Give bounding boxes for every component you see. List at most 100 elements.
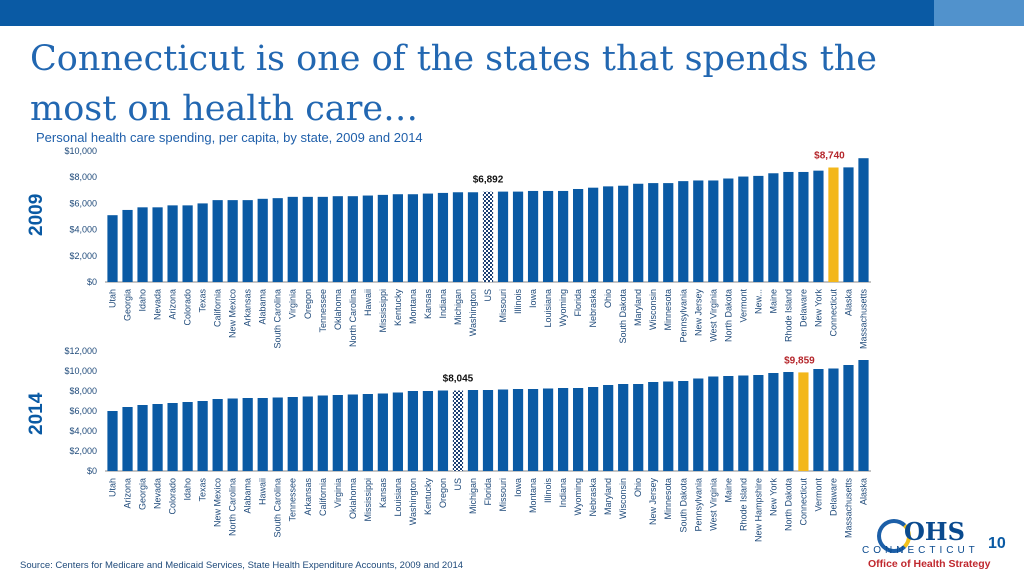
x-tick-label-2014: New Mexico [213,478,223,527]
x-tick-label-2014: Virginia [333,478,343,508]
x-tick-label-2009: Georgia [123,289,133,321]
bar-2009 [768,173,779,282]
x-tick-label-2014: Louisiana [393,478,403,517]
x-tick-label-2009: US [483,289,493,302]
x-tick-label-2014: Montana [528,478,538,513]
callout-us-2009: $6,892 [473,175,504,186]
bar-2009 [362,195,373,282]
bar-2014 [437,390,449,471]
bar-2014 [152,404,163,471]
bar-2014 [317,395,328,471]
x-tick-label-2014: Connecticut [798,478,808,526]
x-tick-label-2009: Hawaii [363,289,373,316]
bar-2009 [753,175,764,282]
x-tick-label-2009: Texas [198,289,208,313]
bar-2014 [122,407,133,471]
x-tick-label-2009: West Virginia [708,289,718,342]
x-tick-label-2009: Wyoming [558,289,568,326]
x-tick-label-2014: Michigan [468,478,478,514]
x-tick-label-2014: Hawaii [258,478,268,505]
x-tick-label-2014: Arizona [123,478,133,509]
bar-2014 [287,397,298,471]
bar-2014 [753,375,764,471]
x-tick-label-2014: Wisconsin [618,478,628,519]
bar-2014 [497,389,509,471]
x-tick-label-2014: Illinois [543,478,553,504]
bar-2014 [618,384,629,471]
x-tick-label-2014: Idaho [183,478,193,501]
x-tick-label-2014: Florida [483,478,493,506]
bar-2009 [272,198,283,282]
bar-2009 [452,192,464,282]
x-tick-label-2014: Washington [408,478,418,525]
bar-2009 [858,158,869,282]
bar-2014 [723,376,734,471]
bar-2014 [663,381,674,471]
bar-2014 [813,369,824,471]
y-tick-label-2014: $8,000 [69,386,97,396]
top-banner [0,0,1024,26]
bar-2009 [663,183,674,282]
bar-2014 [693,378,704,471]
bar-2014 [332,395,343,471]
x-tick-label-2009: Indiana [438,289,448,319]
bar-2014 [377,393,388,471]
bar-2014 [708,376,719,471]
x-tick-label-2014: Nevada [153,478,163,509]
x-tick-label-2014: Oregon [438,478,448,508]
bar-2009 [377,194,388,282]
bar-2014 [603,385,614,471]
x-tick-label-2014: South Dakota [678,478,688,533]
bar-2009 [392,194,403,282]
bar-2009 [437,192,449,282]
bar-2014 [197,401,208,471]
x-tick-label-2009: Florida [573,289,583,317]
x-tick-label-2009: Ohio [603,289,613,308]
chart-subtitle: Personal health care spending, per capit… [36,130,423,145]
y-tick-label-2014: $0 [87,466,97,476]
bar-2014 [272,397,283,471]
bar-2014 [482,390,494,471]
x-tick-label-2009: Minnesota [663,289,673,331]
bar-2009 [287,196,298,282]
x-tick-label-2014: Minnesota [663,478,673,520]
bar-2009 [573,188,584,282]
x-tick-label-2014: Rhode Island [738,478,748,531]
x-tick-label-2009: Montana [408,289,418,324]
bar-2014 [588,387,599,471]
x-tick-label-2014: Mississippi [363,478,373,522]
bar-2009 [302,196,313,282]
bar-2009 [122,209,133,282]
x-tick-label-2009: Illinois [513,289,523,315]
x-tick-label-2009: New... [753,289,763,314]
bar-2014 [573,388,584,471]
x-tick-label-2009: Maryland [633,289,643,326]
bar-2014 [422,391,434,471]
x-tick-label-2009: Arkansas [243,289,253,327]
x-tick-label-2009: Wisconsin [648,289,658,330]
x-tick-label-2009: Tennessee [318,289,328,333]
bar-2009 [152,207,163,282]
x-tick-label-2009: Idaho [138,289,148,312]
bar-2009 [197,203,208,282]
x-tick-label-2014: Oklahoma [348,478,358,519]
bar-2009 [332,196,343,282]
x-tick-label-2009: Kentucky [393,289,403,327]
bar-2014 [227,398,238,471]
bar-2009 [257,198,268,282]
x-tick-label-2014: West Virginia [708,478,718,531]
bar-2014 [633,384,644,471]
x-tick-label-2009: South Dakota [618,289,628,344]
bar-2014 [452,390,464,471]
bar-2014 [407,391,419,471]
bar-2014 [107,411,118,471]
bar-2009 [557,190,569,282]
x-tick-label-2009: New Mexico [228,289,238,338]
x-tick-label-2009: Vermont [738,289,748,323]
y-tick-label-2009: $8,000 [69,172,97,182]
bar-2009 [723,178,734,282]
x-tick-label-2014: North Carolina [228,478,238,536]
x-tick-label-2014: Utah [108,478,118,497]
callout-us-2014: $8,045 [443,374,474,385]
